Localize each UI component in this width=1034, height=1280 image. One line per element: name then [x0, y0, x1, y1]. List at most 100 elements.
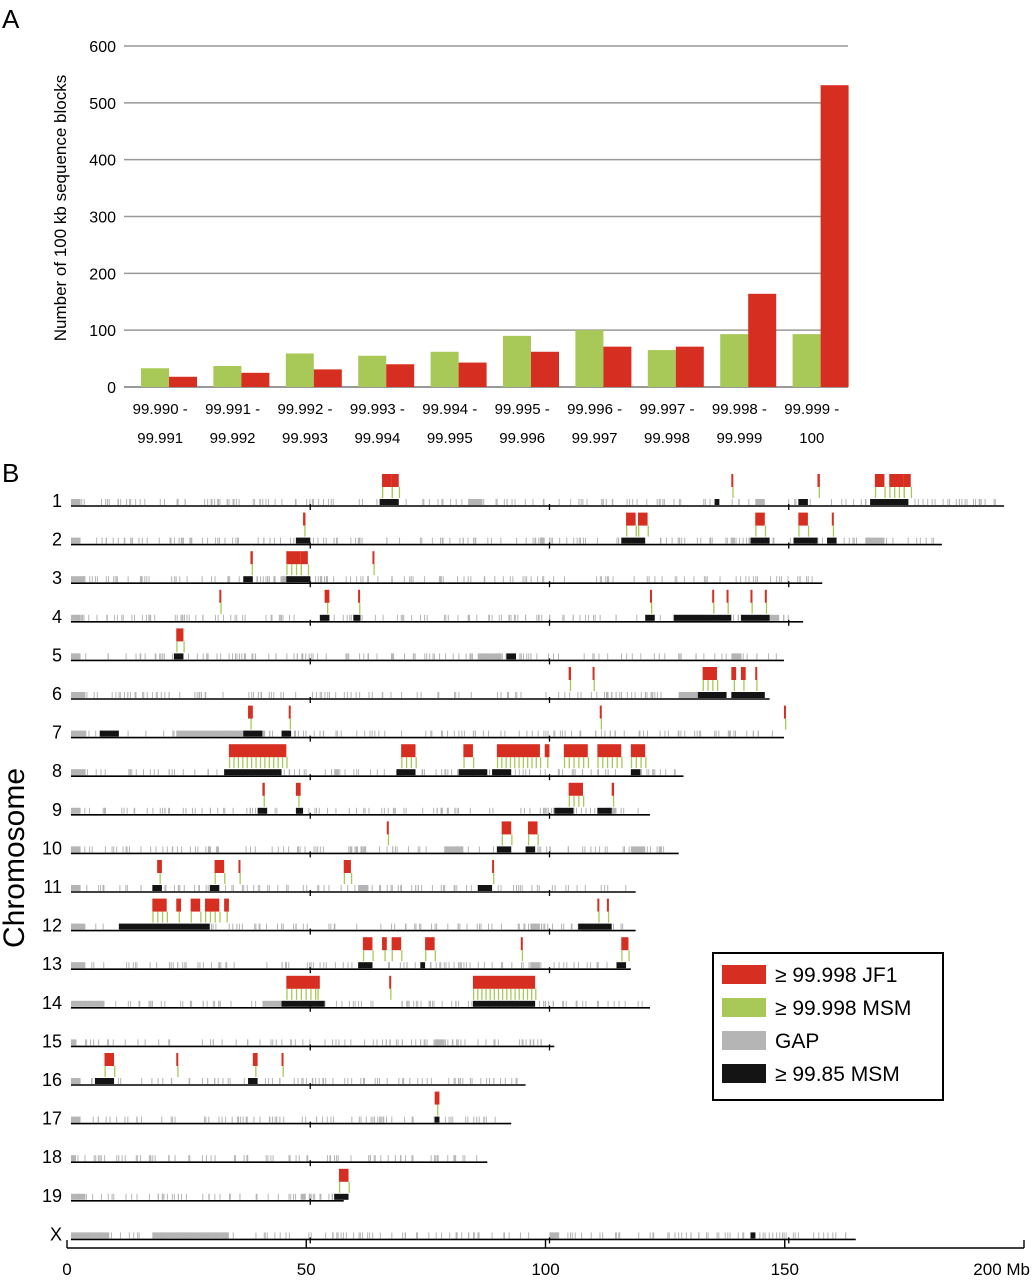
gap-tick — [618, 1000, 620, 1007]
gap-tick — [925, 537, 927, 544]
gap-tick — [431, 923, 433, 930]
gap-tick — [403, 962, 405, 969]
gap-tick — [356, 846, 358, 853]
gap-tick — [501, 653, 503, 660]
gap-block — [71, 576, 86, 583]
gap-tick — [122, 846, 124, 853]
gap-tick — [600, 730, 602, 737]
gap-tick — [279, 537, 281, 544]
gap-tick — [208, 1193, 210, 1200]
gap-tick — [86, 885, 88, 891]
gap-tick — [493, 1039, 495, 1046]
gap-tick — [353, 769, 355, 776]
gap-tick — [344, 1039, 346, 1046]
gap-tick — [504, 1232, 506, 1239]
jf1-block — [434, 1091, 440, 1105]
gap-tick — [435, 1155, 437, 1162]
gap-tick — [411, 1116, 413, 1123]
gap-tick — [108, 499, 110, 505]
gap-tick — [241, 653, 243, 660]
gap-tick — [776, 1232, 778, 1239]
gap-tick — [543, 576, 545, 583]
msm-line — [281, 757, 284, 769]
bars — [141, 85, 849, 387]
gap-tick — [473, 537, 475, 544]
gap-tick — [389, 1039, 391, 1046]
gap-tick — [315, 576, 317, 583]
gap-tick — [405, 499, 407, 505]
gap-tick — [461, 499, 463, 505]
msm-line — [382, 487, 384, 498]
msm85-block — [458, 769, 488, 776]
gap-tick — [447, 730, 449, 737]
gap-tick — [646, 692, 648, 698]
gap-tick — [111, 1193, 113, 1200]
jf1-block — [592, 667, 595, 680]
gap-tick — [611, 499, 613, 505]
gap-tick — [399, 537, 401, 544]
gap-tick — [157, 1078, 159, 1084]
gap-tick — [281, 614, 283, 621]
gap-tick — [363, 846, 365, 853]
gap-tick — [453, 730, 455, 737]
gap-tick — [693, 576, 695, 583]
gap-tick — [238, 576, 240, 583]
gap-tick — [232, 499, 234, 505]
gap-tick — [163, 1193, 165, 1200]
gap-tick — [162, 846, 164, 853]
gap-tick — [270, 1039, 272, 1046]
jf1-block — [764, 589, 767, 603]
gap-tick — [420, 923, 422, 930]
gap-tick — [336, 537, 338, 544]
gap-tick — [290, 1039, 292, 1046]
gap-tick — [130, 499, 132, 505]
msm-line — [497, 988, 500, 1000]
msm-line — [727, 602, 729, 614]
gap-tick — [565, 885, 567, 891]
gap-tick — [489, 807, 491, 814]
gap-tick — [131, 769, 133, 776]
gap-tick — [255, 923, 257, 930]
gap-tick — [573, 962, 575, 969]
gap-tick — [268, 1116, 270, 1123]
gap-tick — [776, 576, 778, 583]
gap-tick — [590, 807, 592, 814]
gap-tick — [151, 1078, 153, 1084]
gap-tick — [311, 499, 313, 505]
gap-tick — [616, 537, 618, 544]
jf1-block — [315, 975, 320, 989]
gap-tick — [274, 807, 276, 814]
gap-tick — [134, 807, 136, 814]
gap-tick — [301, 1078, 303, 1084]
gap-tick — [519, 1039, 521, 1046]
gap-tick — [239, 1116, 241, 1123]
gap-tick — [649, 1232, 651, 1239]
gap-tick — [621, 653, 623, 660]
gap-tick — [333, 576, 335, 583]
gap-tick — [604, 885, 606, 891]
chromosome-track: 15 — [42, 1031, 555, 1051]
gap-tick — [552, 1000, 554, 1007]
jf1-block — [152, 898, 167, 912]
gap-tick — [548, 537, 550, 544]
gap-tick — [126, 807, 128, 814]
msm-line — [522, 757, 525, 769]
msm-bar — [213, 365, 242, 387]
gap-tick — [170, 1078, 172, 1084]
gap-tick — [290, 1039, 292, 1046]
gap-tick — [222, 1078, 224, 1084]
gap-tick — [217, 614, 219, 621]
gap-tick — [563, 923, 565, 930]
gap-tick — [172, 962, 174, 969]
gap-tick — [420, 1000, 422, 1007]
msm-line — [317, 988, 319, 1000]
gap-tick — [886, 537, 888, 544]
gap-tick — [348, 653, 350, 660]
jf1-bar — [603, 346, 632, 387]
gap-tick — [917, 499, 919, 505]
gap-tick — [271, 846, 273, 853]
gap-tick — [580, 499, 582, 505]
gap-tick — [799, 576, 801, 583]
gap-tick — [309, 1193, 311, 1200]
gap-tick — [586, 962, 588, 969]
